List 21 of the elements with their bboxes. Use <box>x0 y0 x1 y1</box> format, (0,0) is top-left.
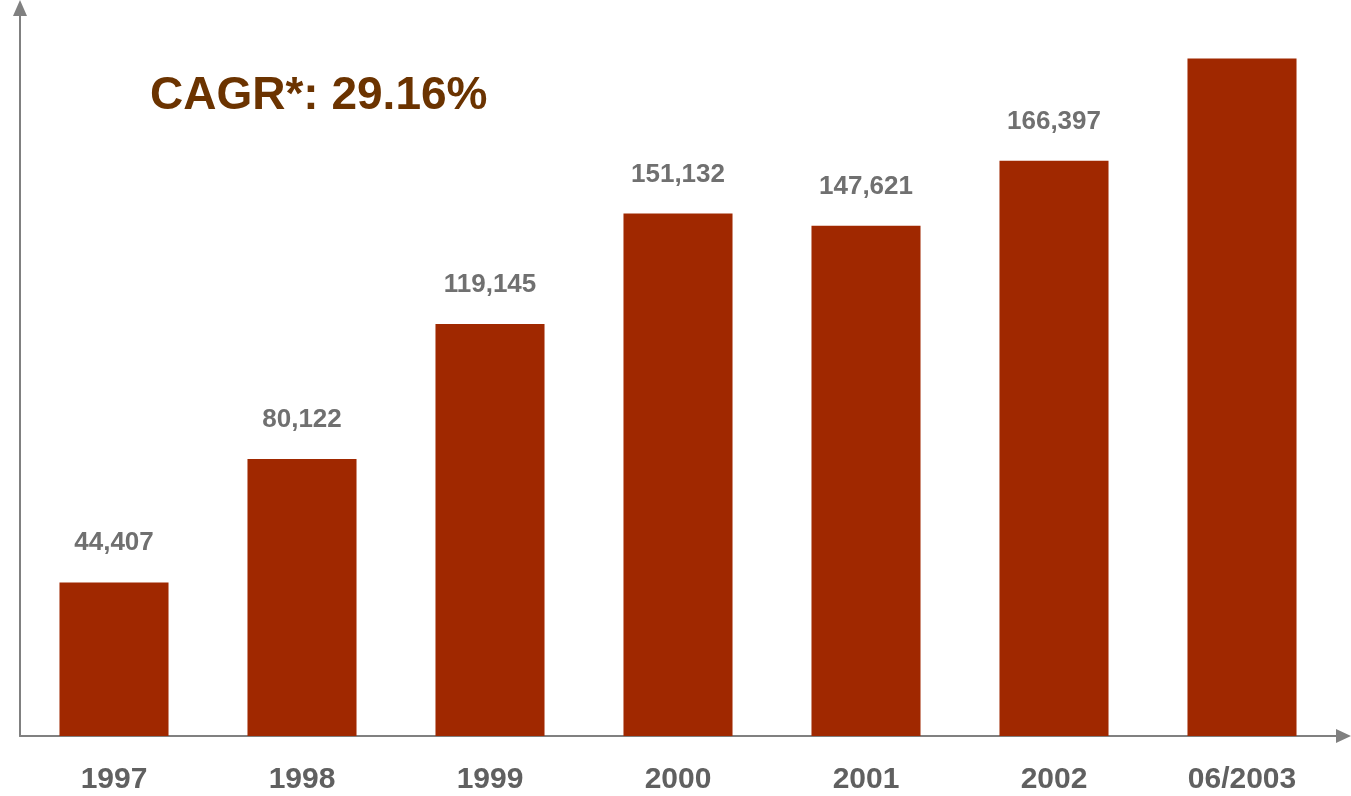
bar <box>623 213 733 736</box>
data-label: 151,132 <box>631 157 725 188</box>
bar <box>811 225 921 736</box>
data-label: 119,145 <box>443 268 537 299</box>
x-tick-label: 1999 <box>456 760 524 794</box>
data-label: 44,407 <box>74 526 154 557</box>
bar <box>1187 58 1297 736</box>
x-tick-label: 2000 <box>644 760 712 794</box>
data-label: 166,397 <box>1007 104 1101 135</box>
data-label: 80,122 <box>262 403 342 434</box>
bar <box>247 459 357 736</box>
x-tick-label: 2002 <box>1020 760 1088 794</box>
x-tick-label: 1997 <box>80 760 148 794</box>
x-tick-label: 06/2003 <box>1187 760 1297 794</box>
x-tick-label: 1998 <box>268 760 336 794</box>
bar <box>59 582 169 736</box>
data-label: 147,621 <box>819 169 913 200</box>
bar <box>999 160 1109 736</box>
bar <box>435 324 545 736</box>
annotation: CAGR*: 29.16% <box>150 67 488 119</box>
x-tick-label: 2001 <box>832 760 900 794</box>
